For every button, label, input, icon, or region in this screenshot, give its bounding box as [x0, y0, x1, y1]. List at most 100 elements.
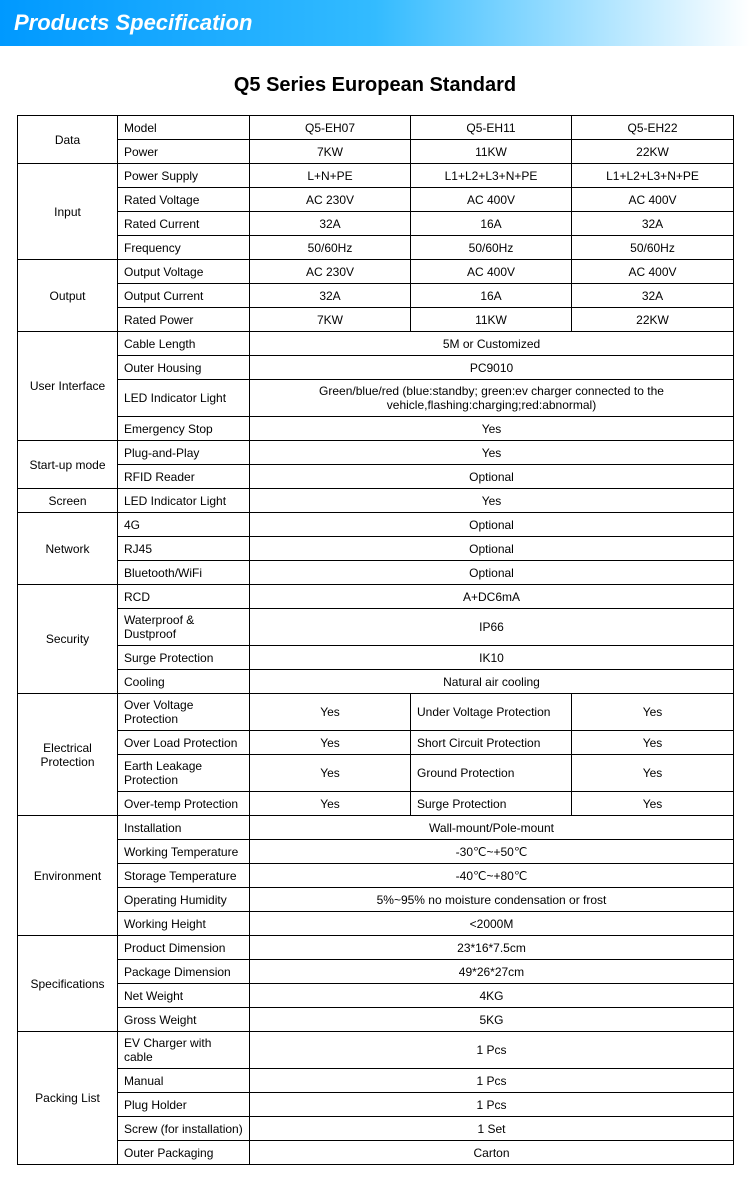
- param-label: LED Indicator Light: [118, 380, 250, 417]
- table-row: Net Weight 4KG: [18, 984, 734, 1008]
- table-row: Waterproof & Dustproof IP66: [18, 609, 734, 646]
- param-label: Over-temp Protection: [118, 792, 250, 816]
- cell: 50/60Hz: [250, 236, 411, 260]
- cell: 32A: [250, 284, 411, 308]
- param-label: Installation: [118, 816, 250, 840]
- table-row: Gross Weight 5KG: [18, 1008, 734, 1032]
- param-label: RFID Reader: [118, 465, 250, 489]
- param-label: Rated Voltage: [118, 188, 250, 212]
- cell: 1 Pcs: [250, 1069, 734, 1093]
- param-label: Bluetooth/WiFi: [118, 561, 250, 585]
- cell: PC9010: [250, 356, 734, 380]
- section-ui: User Interface: [18, 332, 118, 441]
- table-row: Network 4G Optional: [18, 513, 734, 537]
- param-label: Gross Weight: [118, 1008, 250, 1032]
- cell: Green/blue/red (blue:standby; green:ev c…: [250, 380, 734, 417]
- param-label: Operating Humidity: [118, 888, 250, 912]
- cell: L+N+PE: [250, 164, 411, 188]
- cell: 22KW: [572, 140, 734, 164]
- section-packing: Packing List: [18, 1032, 118, 1165]
- section-env: Environment: [18, 816, 118, 936]
- table-row: Over Load Protection Yes Short Circuit P…: [18, 731, 734, 755]
- param-label: Under Voltage Protection: [411, 694, 572, 731]
- param-label: Cooling: [118, 670, 250, 694]
- cell: IP66: [250, 609, 734, 646]
- table-row: Screen LED Indicator Light Yes: [18, 489, 734, 513]
- cell: 11KW: [411, 308, 572, 332]
- cell: Yes: [572, 731, 734, 755]
- section-input: Input: [18, 164, 118, 260]
- table-row: Package Dimension 49*26*27cm: [18, 960, 734, 984]
- cell: Yes: [572, 792, 734, 816]
- param-label: RCD: [118, 585, 250, 609]
- table-row: Security RCD A+DC6mA: [18, 585, 734, 609]
- cell: AC 230V: [250, 188, 411, 212]
- param-label: Over Voltage Protection: [118, 694, 250, 731]
- table-row: Emergency Stop Yes: [18, 417, 734, 441]
- section-network: Network: [18, 513, 118, 585]
- param-label: Plug-and-Play: [118, 441, 250, 465]
- section-eprot: Electrical Protection: [18, 694, 118, 816]
- cell: Q5-EH22: [572, 116, 734, 140]
- cell: -30℃~+50℃: [250, 840, 734, 864]
- param-label: Working Height: [118, 912, 250, 936]
- table-row: Rated Power 7KW 11KW 22KW: [18, 308, 734, 332]
- cell: 50/60Hz: [572, 236, 734, 260]
- param-label: Over Load Protection: [118, 731, 250, 755]
- section-data: Data: [18, 116, 118, 164]
- cell: AC 400V: [572, 188, 734, 212]
- cell: <2000M: [250, 912, 734, 936]
- cell: Yes: [250, 731, 411, 755]
- param-label: Outer Housing: [118, 356, 250, 380]
- cell: 5KG: [250, 1008, 734, 1032]
- param-label: Power Supply: [118, 164, 250, 188]
- header-bar: Products Specification: [0, 0, 750, 46]
- cell: Q5-EH07: [250, 116, 411, 140]
- cell: Yes: [250, 792, 411, 816]
- cell: 1 Pcs: [250, 1032, 734, 1069]
- table-row: Specifications Product Dimension 23*16*7…: [18, 936, 734, 960]
- param-label: EV Charger with cable: [118, 1032, 250, 1069]
- table-row: Working Temperature -30℃~+50℃: [18, 840, 734, 864]
- table-row: Working Height <2000M: [18, 912, 734, 936]
- table-row: RFID Reader Optional: [18, 465, 734, 489]
- cell: AC 400V: [411, 188, 572, 212]
- cell: Yes: [572, 694, 734, 731]
- cell: 22KW: [572, 308, 734, 332]
- cell: AC 400V: [411, 260, 572, 284]
- param-label: Ground Protection: [411, 755, 572, 792]
- cell: L1+L2+L3+N+PE: [572, 164, 734, 188]
- param-label: Earth Leakage Protection: [118, 755, 250, 792]
- cell: 32A: [250, 212, 411, 236]
- cell: Yes: [250, 417, 734, 441]
- param-label: Frequency: [118, 236, 250, 260]
- table-row: Over-temp Protection Yes Surge Protectio…: [18, 792, 734, 816]
- section-security: Security: [18, 585, 118, 694]
- table-row: Electrical Protection Over Voltage Prote…: [18, 694, 734, 731]
- param-label: Outer Packaging: [118, 1141, 250, 1165]
- cell: Optional: [250, 537, 734, 561]
- param-label: Screw (for installation): [118, 1117, 250, 1141]
- section-output: Output: [18, 260, 118, 332]
- cell: 32A: [572, 284, 734, 308]
- table-row: Packing List EV Charger with cable 1 Pcs: [18, 1032, 734, 1069]
- table-row: Plug Holder 1 Pcs: [18, 1093, 734, 1117]
- cell: Wall-mount/Pole-mount: [250, 816, 734, 840]
- param-label: Short Circuit Protection: [411, 731, 572, 755]
- cell: 16A: [411, 284, 572, 308]
- param-label: Power: [118, 140, 250, 164]
- cell: Yes: [572, 755, 734, 792]
- cell: 50/60Hz: [411, 236, 572, 260]
- table-row: Storage Temperature -40℃~+80℃: [18, 864, 734, 888]
- cell: 49*26*27cm: [250, 960, 734, 984]
- param-label: Waterproof & Dustproof: [118, 609, 250, 646]
- param-label: Working Temperature: [118, 840, 250, 864]
- cell: 7KW: [250, 140, 411, 164]
- cell: Yes: [250, 441, 734, 465]
- cell: 32A: [572, 212, 734, 236]
- table-row: Outer Housing PC9010: [18, 356, 734, 380]
- table-row: Bluetooth/WiFi Optional: [18, 561, 734, 585]
- cell: 7KW: [250, 308, 411, 332]
- cell: Natural air cooling: [250, 670, 734, 694]
- table-row: Rated Voltage AC 230V AC 400V AC 400V: [18, 188, 734, 212]
